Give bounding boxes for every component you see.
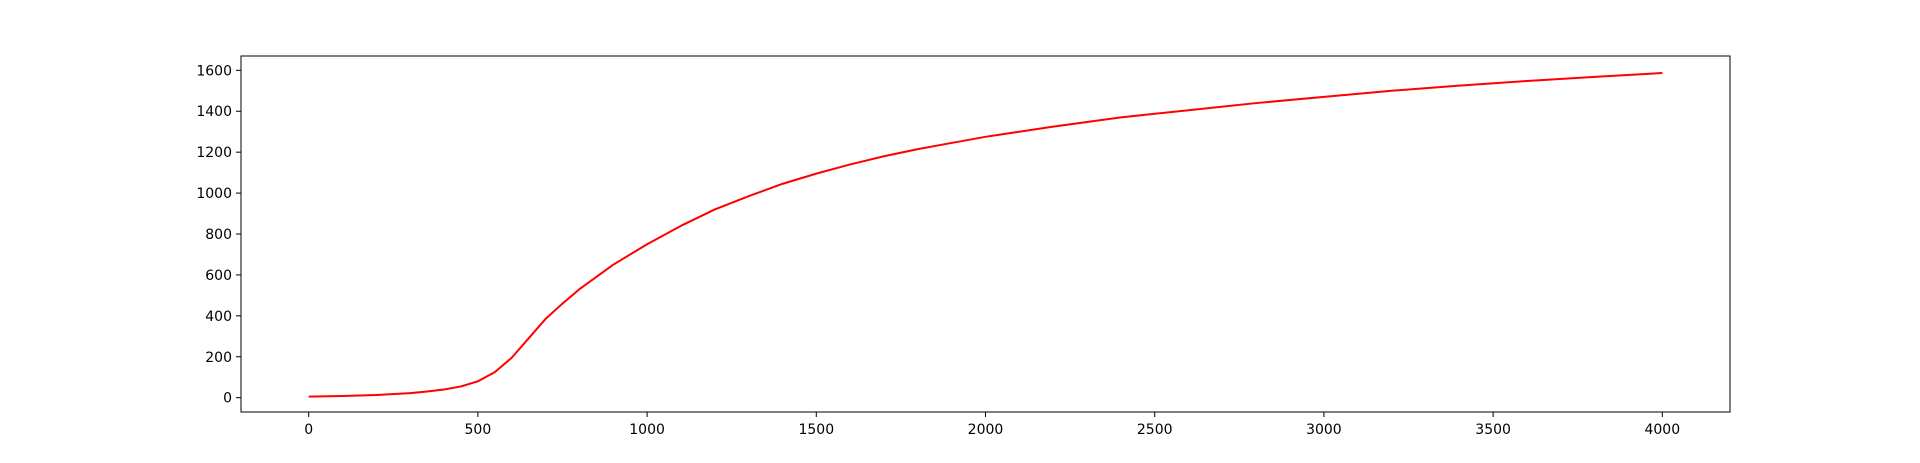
series-line	[308, 71, 1663, 398]
x-tick-label: 2500	[1137, 422, 1173, 438]
x-tick-label: 4000	[1644, 422, 1680, 438]
y-tick-label: 1000	[196, 186, 232, 202]
y-tick-label: 200	[205, 350, 232, 366]
series-group	[308, 71, 1663, 398]
axes-frame	[240, 55, 1731, 413]
x-tick-label: 0	[304, 422, 313, 438]
x-tick-label: 500	[465, 422, 492, 438]
x-tick-label: 3000	[1306, 422, 1342, 438]
y-tick-label: 800	[205, 227, 232, 243]
y-tick-label: 1200	[196, 145, 232, 161]
y-tick-label: 600	[205, 268, 232, 284]
y-tick-label: 1400	[196, 104, 232, 120]
x-tick-label: 2000	[968, 422, 1004, 438]
y-axis: 0 200 400 600 800 1000 1200 1400 1600	[196, 63, 241, 407]
x-tick-label: 3500	[1475, 422, 1511, 438]
x-tick-label: 1500	[798, 422, 834, 438]
y-tick-label: 0	[223, 391, 232, 407]
x-axis: 0 500 1000 1500 2000 2500 3000 3500 4000	[304, 412, 1680, 438]
y-tick-label: 1600	[196, 63, 232, 79]
x-tick-label: 1000	[629, 422, 665, 438]
y-tick-label: 400	[205, 309, 232, 325]
